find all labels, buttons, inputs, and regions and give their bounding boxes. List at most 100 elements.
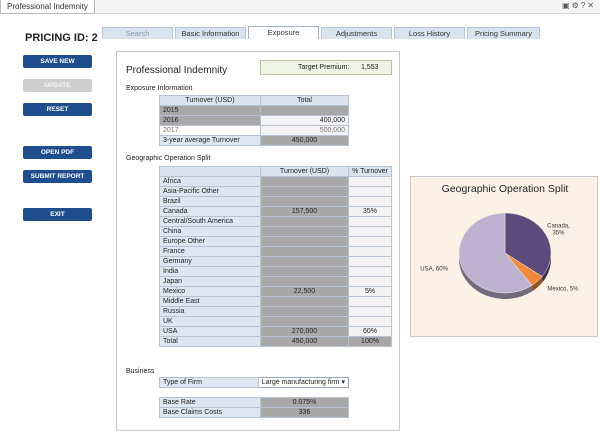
open-pdf-button[interactable]: OPEN PDF	[23, 146, 92, 159]
window-controls[interactable]: ▣⚙?✕	[562, 1, 596, 10]
geo-total-pct: 100%	[348, 336, 392, 347]
document-tab[interactable]: Professional Indemnity	[0, 0, 95, 14]
base-rate-value: 0.075%	[260, 397, 349, 408]
geo-turnover[interactable]: 270,000	[260, 326, 349, 337]
table-row: USA 270,000 60%	[159, 326, 392, 337]
table-row: Middle East	[159, 296, 392, 307]
exposure-average-label: 3-year average Turnover	[159, 135, 261, 146]
business-section-label: Business	[126, 368, 155, 375]
pricing-id: PRICING ID: 2	[22, 32, 98, 44]
geo-pct	[348, 266, 392, 277]
geo-turnover[interactable]	[260, 246, 349, 257]
geo-turnover[interactable]	[260, 186, 349, 197]
pie-chart: Canada, 35% Mexico, 5% USA, 60%	[420, 212, 579, 299]
table-row: 2016 400,000	[159, 115, 349, 126]
geo-region: Africa	[159, 176, 261, 187]
pie-slice-side	[532, 276, 543, 292]
geo-pct	[348, 196, 392, 207]
table-row: UK	[159, 316, 392, 327]
exposure-table: Turnover (USD) Total 2015 2016 400,000 2…	[159, 95, 349, 146]
base-claims-label: Base Claims Costs	[159, 407, 261, 418]
table-row: Mexico 22,500 5%	[159, 286, 392, 297]
panel-title: Professional Indemnity	[126, 65, 228, 76]
geo-pct	[348, 236, 392, 247]
geo-region: Germany	[159, 256, 261, 267]
geo-turnover[interactable]	[260, 176, 349, 187]
exposure-value[interactable]: 400,000	[260, 115, 349, 126]
geo-turnover[interactable]	[260, 266, 349, 277]
table-row: France	[159, 246, 392, 257]
geo-split-chart: Geographic Operation Split Canada, 35% Mex…	[410, 176, 598, 337]
table-row: Asia-Pacific Other	[159, 186, 392, 197]
exposure-panel: Professional Indemnity Target Premium: 1…	[116, 51, 400, 431]
reset-button[interactable]: RESET	[23, 103, 92, 116]
geo-total-turnover: 450,000	[260, 336, 349, 347]
table-row: Canada 157,500 35%	[159, 206, 392, 217]
pie-slice-label: Mexico, 5%	[547, 286, 579, 292]
exposure-year: 2016	[159, 115, 261, 126]
tab-loss-history[interactable]: Loss History	[394, 27, 465, 39]
exposure-average-value: 450,000	[260, 135, 349, 146]
firm-type-label: Type of Firm	[159, 377, 259, 388]
table-row: Germany	[159, 256, 392, 267]
geo-pct	[348, 256, 392, 267]
table-row: Russia	[159, 306, 392, 317]
geo-total-label: Total	[159, 336, 261, 347]
geo-turnover[interactable]	[260, 196, 349, 207]
firm-type-select[interactable]: Large manufacturing firm ▾	[257, 377, 350, 388]
geo-pct	[348, 216, 392, 227]
geo-header-turnover: Turnover (USD)	[260, 166, 349, 177]
pricing-id-label: PRICING ID:	[25, 32, 89, 44]
exit-button[interactable]: EXIT	[23, 208, 92, 221]
exposure-value[interactable]	[260, 105, 349, 116]
geo-region: China	[159, 226, 261, 237]
geo-turnover[interactable]	[260, 236, 349, 247]
submit-report-button[interactable]: SUBMIT REPORT	[23, 170, 92, 183]
geo-turnover[interactable]	[260, 276, 349, 287]
geo-turnover[interactable]	[260, 306, 349, 317]
base-claims-value: 336	[260, 407, 349, 418]
geo-turnover[interactable]	[260, 226, 349, 237]
tab-pricing-summary[interactable]: Pricing Summary	[467, 27, 540, 39]
table-row: Europe Other	[159, 236, 392, 247]
tab-adjustments[interactable]: Adjustments	[321, 27, 392, 39]
update-button[interactable]: UPDATE	[23, 79, 92, 92]
geo-turnover[interactable]	[260, 256, 349, 267]
firm-type-value: Large manufacturing firm	[261, 379, 340, 386]
exposure-year: 2015	[159, 105, 261, 116]
chart-title: Geographic Operation Split	[441, 183, 569, 195]
geo-pct	[348, 276, 392, 287]
geo-region: UK	[159, 316, 261, 327]
firm-type-table: Type of Firm Large manufacturing firm ▾	[159, 377, 350, 388]
exposure-header-turnover: Turnover (USD)	[159, 95, 261, 106]
geo-turnover[interactable]	[260, 216, 349, 227]
geo-section-label: Geographic Operation Split	[126, 155, 211, 162]
target-premium-label: Target Premium:	[298, 64, 350, 71]
table-row: Central/South America	[159, 216, 392, 227]
geo-pct: 60%	[348, 326, 392, 337]
pie-slice	[504, 212, 552, 277]
title-bar: Professional Indemnity ▣⚙?✕	[0, 0, 600, 14]
table-row: Japan	[159, 276, 392, 287]
target-premium-value: 1,553	[361, 64, 379, 71]
rates-table: Base Rate 0.075% Base Claims Costs 336	[159, 397, 349, 418]
save-new-button[interactable]: SAVE NEW	[23, 55, 92, 68]
geo-turnover[interactable]: 157,500	[260, 206, 349, 217]
target-premium-box: Target Premium: 1,553	[260, 60, 392, 75]
base-rate-label: Base Rate	[159, 397, 261, 408]
geo-turnover[interactable]	[260, 296, 349, 307]
geo-region: Europe Other	[159, 236, 261, 247]
tab-exposure[interactable]: Exposure	[248, 26, 319, 39]
table-row: 2015	[159, 105, 349, 116]
geo-turnover[interactable]: 22,500	[260, 286, 349, 297]
geo-pct	[348, 186, 392, 197]
geo-region: Russia	[159, 306, 261, 317]
geo-turnover[interactable]	[260, 316, 349, 327]
pricing-id-value: 2	[91, 32, 98, 44]
chevron-down-icon: ▾	[341, 379, 345, 386]
geo-pct: 35%	[348, 206, 392, 217]
tab-search[interactable]: Search	[102, 27, 173, 39]
tab-basic-information[interactable]: Basic Information	[175, 27, 246, 39]
pie-slice-label: USA, 60%	[420, 266, 448, 272]
exposure-value[interactable]: 500,000	[260, 125, 349, 136]
